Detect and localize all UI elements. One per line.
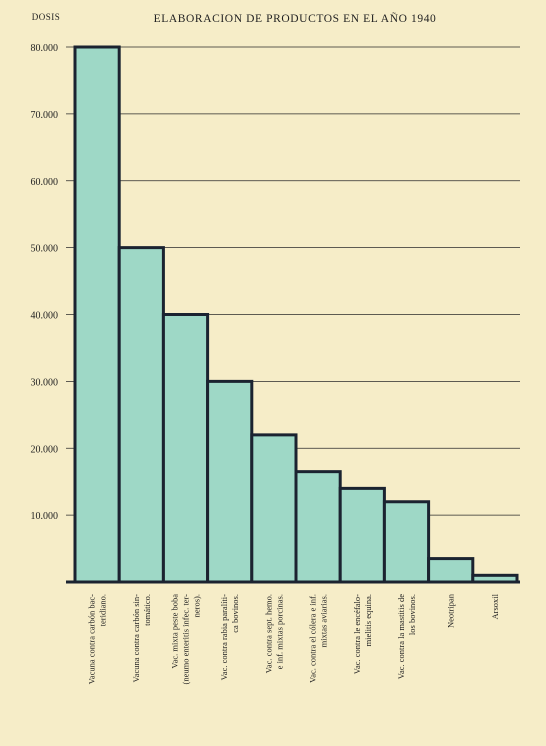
y-tick-label: 40.000: [31, 311, 59, 322]
bar: [338, 486, 386, 584]
category-label: Vac. contra el cólera e inf. mixtas aviar…: [308, 594, 329, 683]
y-tick-label: 60.000: [31, 177, 59, 188]
y-tick-label: 30.000: [31, 377, 59, 388]
category-label-line: Vac. contra le encéfalo-: [352, 594, 362, 674]
y-tick-label: 50.000: [31, 244, 59, 255]
bar: [117, 246, 165, 584]
chart-title: ELABORACION DE PRODUCTOS EN EL AÑO 1940: [154, 11, 437, 25]
category-label-line: Vacuna contra carbón bac-: [87, 594, 97, 685]
bar: [206, 379, 254, 584]
category-label: Arsoxil: [490, 593, 500, 619]
category-labels: Vacuna contra carbón bac-teridiano. Vacun…: [87, 593, 500, 684]
category-label: Vac. contra sept. hemo. e inf. mixtas por…: [263, 594, 284, 673]
category-label-line: Vacuna contra carbón sin-: [131, 594, 141, 683]
category-label-line: neros).: [192, 594, 202, 617]
y-axis-label: DOSIS: [32, 12, 61, 22]
y-axis-ticks: 10.000 20.000 30.000 40.000 50.000 60.000 70.0…: [31, 43, 59, 522]
category-label-line: e inf. mixtas porcinas.: [274, 594, 284, 669]
category-label-line: Arsoxil: [490, 593, 500, 619]
bar: [382, 500, 431, 584]
category-label: Vac. contra la mastitis de los bovinos.: [396, 594, 417, 679]
bar: [73, 45, 121, 584]
category-label-line: mixtas aviarias.: [319, 594, 329, 647]
category-label: Vac. contra le encéfalo-mielitis equina.: [352, 594, 373, 674]
bar: [427, 557, 475, 584]
y-tick-label: 10.000: [31, 511, 59, 522]
category-label-line: Vac. mixta peste boba: [170, 594, 180, 669]
category-label-line: ca bovinos.: [230, 594, 240, 633]
category-label-line: tomático.: [142, 594, 152, 626]
bars: [73, 45, 519, 584]
bar: [161, 313, 210, 584]
category-label-line: Vac. contra rabia paralíti-: [219, 594, 229, 681]
category-label: Vacuna contra carbón sin-tomático.: [131, 594, 152, 683]
category-label-line: los bovinos.: [407, 594, 417, 635]
category-label: Vacuna contra carbón bac-teridiano.: [87, 594, 108, 685]
category-label-line: (neumo enteritis infec. ter-: [181, 594, 191, 685]
category-label-line: Neotripan: [446, 593, 456, 628]
bar: [250, 433, 298, 584]
y-tick-label: 20.000: [31, 444, 59, 455]
category-label-line: mielitis equina.: [363, 594, 373, 646]
category-label: Neotripan: [446, 593, 456, 628]
category-label: Vac. contra rabia paralíti-ca bovinos.: [219, 594, 240, 681]
category-label-line: teridiano.: [98, 594, 108, 626]
y-tick-label: 70.000: [31, 110, 59, 121]
category-label: Vac. mixta peste boba (neumo enteritis in…: [170, 594, 202, 685]
y-tick-label: 80.000: [31, 43, 59, 54]
category-label-line: Vac. contra sept. hemo.: [263, 594, 273, 673]
category-label-line: Vac. contra el cólera e inf.: [308, 594, 318, 683]
bar: [294, 470, 342, 584]
category-label-line: Vac. contra la mastitis de: [396, 594, 406, 679]
